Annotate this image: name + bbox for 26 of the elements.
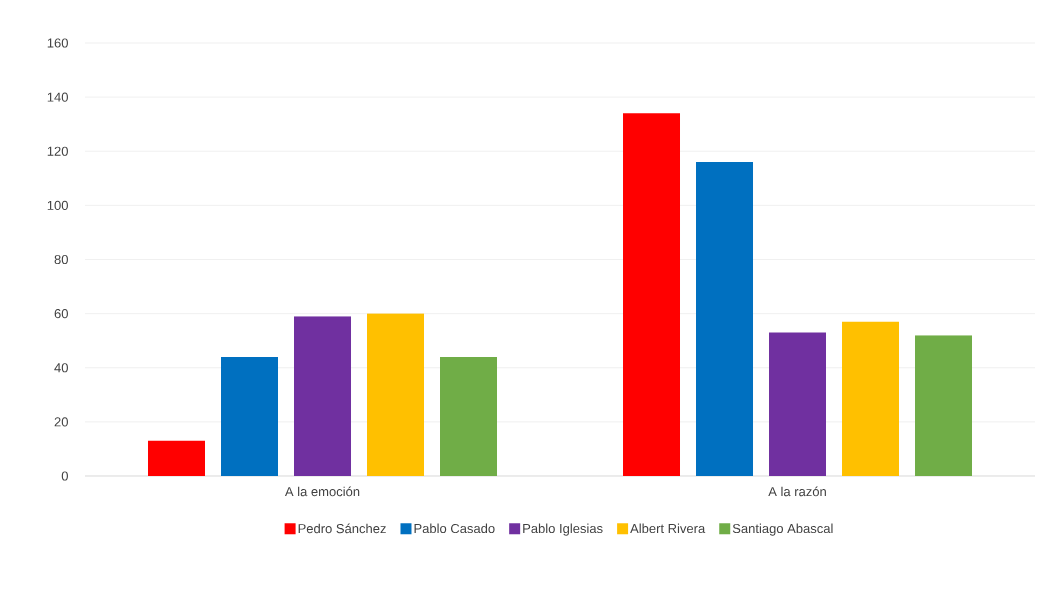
- bar: [221, 356, 279, 476]
- y-tick-label: 20: [54, 417, 68, 427]
- bar: [915, 335, 973, 476]
- legend-label: Pedro Sánchez: [298, 523, 386, 534]
- bar: [623, 113, 681, 476]
- bar: [440, 356, 498, 476]
- y-tick-label: 160: [47, 38, 68, 48]
- y-tick-label: 80: [54, 254, 68, 265]
- bar: [696, 162, 754, 476]
- legend-label: Albert Rivera: [630, 523, 706, 534]
- bar: [367, 313, 425, 476]
- legend-label: Santiago Abascal: [732, 523, 833, 536]
- x-tick-label: A la emoción: [284, 486, 360, 497]
- y-tick-label: 100: [47, 200, 68, 210]
- y-tick-label: 60: [54, 309, 68, 319]
- y-tick-label: 40: [54, 363, 68, 373]
- x-tick-label: A la razón: [768, 486, 826, 497]
- y-tick-label: 140: [47, 92, 68, 102]
- bar: [842, 321, 900, 476]
- bar: [148, 440, 205, 476]
- legend-label: Pablo Casado: [414, 523, 495, 534]
- bar: [294, 316, 352, 476]
- legend-label: Pablo Iglesias: [523, 523, 603, 536]
- y-tick-label: 0: [61, 471, 68, 481]
- y-tick-label: 120: [47, 146, 68, 156]
- bar: [769, 332, 827, 476]
